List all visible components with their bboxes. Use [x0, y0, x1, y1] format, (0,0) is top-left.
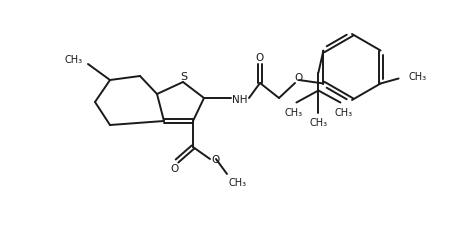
Text: O: O	[170, 163, 179, 173]
Text: CH₃: CH₃	[65, 55, 83, 65]
Text: CH₃: CH₃	[284, 107, 302, 117]
Text: O: O	[212, 154, 220, 164]
Text: O: O	[255, 53, 263, 63]
Text: CH₃: CH₃	[229, 177, 247, 187]
Text: CH₃: CH₃	[408, 71, 426, 81]
Text: O: O	[294, 73, 303, 83]
Text: CH₃: CH₃	[308, 117, 327, 127]
Text: NH: NH	[232, 95, 247, 105]
Text: CH₃: CH₃	[334, 107, 352, 117]
Text: S: S	[180, 72, 187, 82]
